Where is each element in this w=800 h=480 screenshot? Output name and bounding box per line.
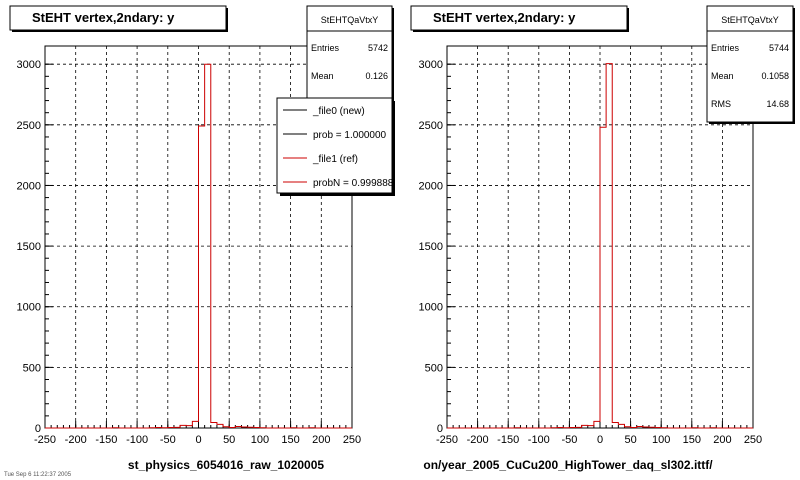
x-tick-label: -100 (126, 434, 148, 446)
stats-name: StEHTQaVtxY (721, 15, 779, 25)
histogram-panel-right: -250 -200 -150 -100 -50 0 50 100 150 200 250050010… (410, 5, 795, 472)
histogram-panel-left: -250 -200 -150 -100 -50 0 50 100 150 200 250050010… (9, 5, 395, 472)
y-tick-label: 1000 (419, 302, 443, 314)
footer-timestamp: Tue Sep 6 11:22:37 2005 (4, 472, 72, 478)
y-tick-label: 3000 (419, 59, 443, 71)
histogram-outline (45, 63, 352, 429)
stats-value: 5744 (769, 43, 789, 53)
y-tick-label: 2500 (17, 120, 41, 132)
stats-value: 0.126 (365, 71, 388, 81)
x-tick-label: -50 (561, 434, 577, 446)
title-box (9, 5, 227, 31)
x-tick-label: 50 (223, 434, 235, 446)
y-tick-label: 1000 (17, 302, 41, 314)
legend-label: _file0 (new) (312, 106, 365, 117)
y-tick-label: 1500 (17, 241, 41, 253)
x-tick-label: -150 (497, 434, 519, 446)
title-box (410, 5, 628, 31)
stats-value: 0.1058 (761, 71, 789, 81)
y-tick-label: 2500 (419, 120, 443, 132)
legend-box (276, 97, 393, 194)
stats-label: RMS (711, 99, 731, 109)
legend-label: probN = 0.999888 (313, 178, 394, 189)
y-tick-label: 2000 (419, 180, 443, 192)
x-tick-label: 100 (251, 434, 269, 446)
x-tick-label: 100 (652, 434, 670, 446)
stats-box (706, 5, 794, 123)
y-tick-label: 500 (425, 362, 443, 374)
y-tick-label: 0 (35, 423, 41, 435)
x-tick-label: 200 (312, 434, 330, 446)
histogram-outline (447, 63, 753, 429)
legend-label: _file1 (ref) (312, 154, 358, 165)
legend-label: prob = 1.000000 (313, 130, 387, 141)
stats-value: 14.68 (766, 99, 789, 109)
chart-title: StEHT vertex,2ndary: y (32, 10, 175, 25)
stats-name: StEHTQaVtxY (321, 15, 379, 25)
x-axis-label: on/year_2005_CuCu200_HighTower_daq_sl302… (423, 458, 713, 472)
y-tick-label: 2000 (17, 180, 41, 192)
x-tick-label: -150 (95, 434, 117, 446)
stats-label: Entries (711, 43, 740, 53)
x-tick-label: 0 (597, 434, 603, 446)
stats-value: 5742 (368, 43, 388, 53)
x-tick-label: 250 (343, 434, 361, 446)
x-tick-label: 200 (713, 434, 731, 446)
y-tick-label: 1500 (419, 241, 443, 253)
chart-title: StEHT vertex,2ndary: y (433, 10, 576, 25)
stats-label: Mean (711, 71, 734, 81)
x-tick-label: -100 (528, 434, 550, 446)
x-axis-label: st_physics_6054016_raw_1020005 (128, 458, 324, 472)
stats-label: Entries (311, 43, 340, 53)
x-tick-label: -250 (436, 434, 458, 446)
x-tick-label: -50 (160, 434, 176, 446)
stats-label: Mean (311, 71, 334, 81)
x-tick-label: 150 (281, 434, 299, 446)
x-tick-label: 0 (195, 434, 201, 446)
x-tick-label: 50 (624, 434, 636, 446)
y-tick-label: 0 (437, 423, 443, 435)
legend: _file0 (new) prob = 1.000000 _file1 (ref) p… (276, 97, 395, 196)
x-tick-label: -250 (34, 434, 56, 446)
y-tick-label: 500 (23, 362, 41, 374)
x-tick-label: -200 (65, 434, 87, 446)
x-tick-label: 250 (744, 434, 762, 446)
x-tick-label: 150 (683, 434, 701, 446)
y-tick-label: 3000 (17, 59, 41, 71)
x-tick-label: -200 (467, 434, 489, 446)
